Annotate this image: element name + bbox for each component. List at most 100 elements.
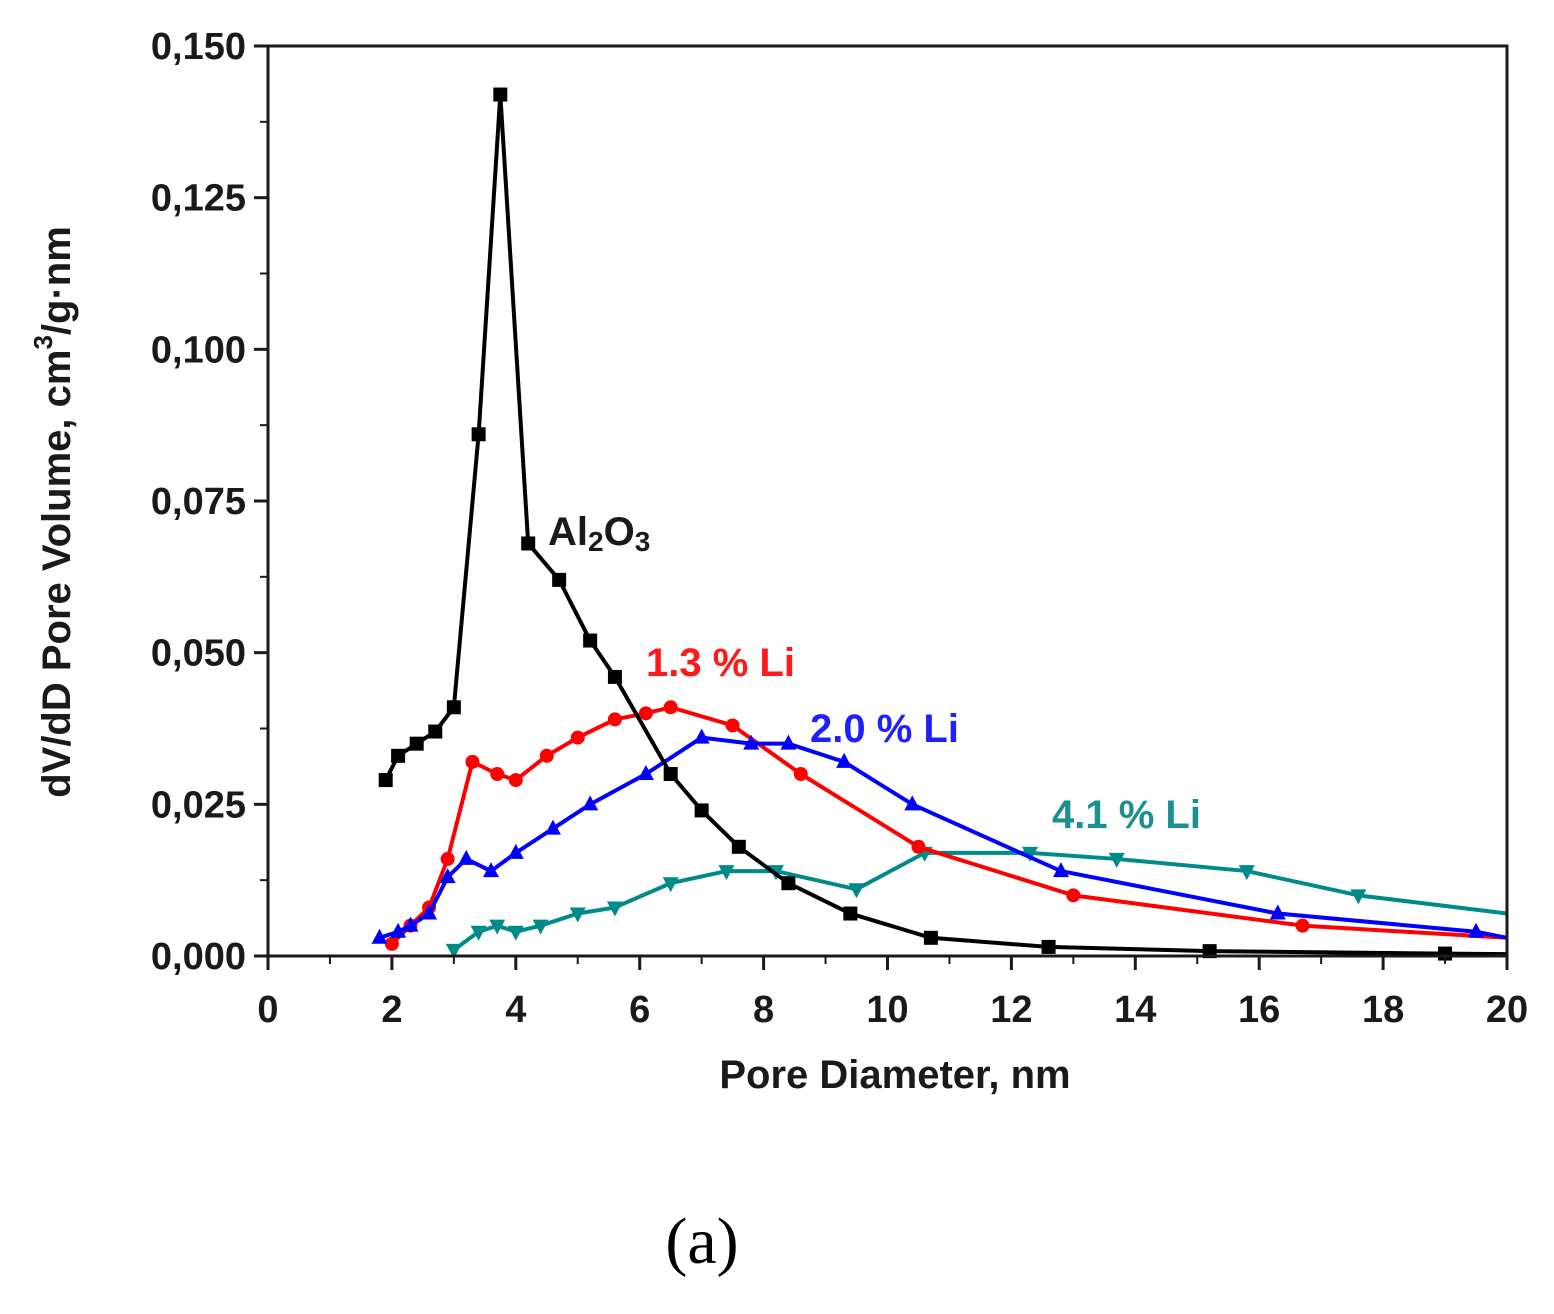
data-point-4-1-li: [532, 919, 549, 935]
data-point-2-0-li: [439, 868, 456, 884]
data-point-2-0-li: [390, 922, 407, 938]
data-point-1-3-li: [440, 851, 455, 866]
data-point-4-1-li: [1238, 865, 1255, 881]
x-tick-label: 0: [257, 989, 278, 1031]
x-tick-label: 14: [1114, 989, 1156, 1031]
x-tick-label: 18: [1362, 989, 1404, 1031]
data-point-al2o3: [663, 767, 678, 781]
data-point-2-0-li: [1052, 862, 1069, 878]
data-point-4-1-li: [1350, 889, 1367, 905]
data-point-2-0-li: [743, 734, 760, 750]
y-tick-label: 0,150: [151, 26, 246, 68]
y-axis-title-main: dV/dD Pore Volume, cm: [35, 350, 79, 798]
data-point-1-3-li: [384, 936, 399, 951]
y-tick-label: 0,075: [151, 481, 246, 523]
data-point-al2o3: [923, 930, 938, 945]
y-tick-label: 0,100: [151, 329, 246, 371]
data-point-4-1-li: [569, 907, 586, 923]
data-point-2-0-li: [371, 928, 388, 944]
data-point-4-1-li: [470, 925, 487, 941]
series-label-al2o3-sub1: 2: [588, 526, 604, 557]
series-layer: [371, 87, 1508, 961]
data-point-4-1-li: [606, 901, 623, 917]
x-tick-label: 20: [1486, 989, 1528, 1031]
data-point-1-3-li: [607, 712, 622, 727]
series-label-1-3-li: 1.3 % Li: [646, 641, 795, 685]
series-label-2-0-li: 2.0 % Li: [810, 707, 959, 751]
x-tick-label: 2: [381, 989, 402, 1031]
series-al2o3: [378, 87, 1508, 961]
x-tick-label: 8: [753, 989, 774, 1031]
data-point-2-0-li: [421, 904, 438, 920]
x-tick-label: 6: [629, 989, 650, 1031]
data-point-al2o3: [1041, 939, 1056, 954]
data-point-al2o3: [731, 839, 746, 854]
y-axis-title: dV/dD Pore Volume, cm3/g·nm: [28, 226, 79, 798]
data-point-al2o3: [446, 700, 461, 715]
series-line-2-0-li: [378, 735, 1508, 940]
figure-caption: (a): [665, 1205, 738, 1278]
series-label-al2o3-sub2: 3: [635, 526, 651, 557]
series-line-1-3-li: [390, 705, 1508, 946]
data-point-2-0-li: [1468, 922, 1485, 938]
data-point-al2o3: [471, 427, 486, 442]
data-point-4-1-li: [489, 919, 506, 935]
data-point-al2o3: [521, 536, 536, 551]
data-point-1-3-li: [638, 706, 653, 721]
data-point-al2o3: [378, 773, 393, 788]
y-axis-title-tail: /g·nm: [35, 226, 79, 335]
data-point-4-1-li: [662, 877, 679, 893]
data-point-al2o3: [843, 906, 858, 921]
data-point-1-3-li: [1066, 888, 1081, 903]
data-point-1-3-li: [911, 839, 926, 854]
y-tick-label: 0,050: [151, 633, 246, 675]
axis-ticks: 0 2 4 6 8 10 12 14 16 18 20 0,000 0,025 0,050 0,075 0,1…: [151, 26, 1528, 1031]
data-point-1-3-li: [508, 773, 523, 788]
data-point-2-0-li: [693, 728, 710, 744]
series-label-al2o3-main: Al: [548, 510, 588, 554]
data-point-al2o3: [552, 572, 567, 587]
data-point-4-1-li: [445, 943, 462, 959]
series-2-0-li: [371, 728, 1508, 944]
series-label-al2o3-mid: O: [604, 510, 635, 554]
data-point-al2o3: [428, 724, 443, 739]
y-tick-label: 0,025: [151, 784, 246, 826]
data-point-2-0-li: [402, 916, 419, 932]
data-point-2-0-li: [904, 795, 921, 811]
data-point-al2o3: [391, 748, 406, 763]
data-point-al2o3: [694, 803, 709, 818]
data-point-2-0-li: [1269, 904, 1286, 920]
data-point-al2o3: [583, 633, 598, 648]
data-point-4-1-li: [1108, 852, 1125, 868]
series-label-al2o3: Al2O3: [548, 510, 650, 557]
x-tick-label: 4: [505, 989, 526, 1031]
data-point-1-3-li: [490, 767, 505, 781]
data-point-al2o3: [781, 876, 796, 891]
y-tick-label: 0,125: [151, 178, 246, 220]
data-point-al2o3: [409, 736, 424, 751]
data-point-1-3-li: [539, 748, 554, 763]
series-label-4-1-li: 4.1 % Li: [1052, 793, 1201, 837]
plot-frame: [266, 44, 1509, 958]
data-point-al2o3: [493, 87, 508, 102]
data-point-1-3-li: [1295, 918, 1310, 933]
data-point-2-0-li: [507, 843, 524, 859]
data-point-2-0-li: [780, 734, 797, 750]
x-tick-label: 16: [1238, 989, 1280, 1031]
data-point-al2o3: [607, 669, 622, 684]
data-point-1-3-li: [725, 718, 740, 733]
data-point-1-3-li: [663, 700, 678, 715]
x-tick-label: 10: [866, 989, 908, 1031]
data-point-1-3-li: [793, 767, 808, 781]
data-point-4-1-li: [718, 865, 735, 881]
x-axis-title: Pore Diameter, nm: [719, 1053, 1070, 1097]
y-tick-label: 0,000: [151, 936, 246, 978]
data-point-2-0-li: [836, 752, 853, 768]
y-axis-title-superscript: 3: [28, 335, 58, 349]
data-point-1-3-li: [465, 754, 480, 769]
x-tick-label: 12: [990, 989, 1032, 1031]
data-point-2-0-li: [458, 849, 475, 865]
data-point-2-0-li: [582, 795, 599, 811]
data-point-4-1-li: [507, 925, 524, 941]
